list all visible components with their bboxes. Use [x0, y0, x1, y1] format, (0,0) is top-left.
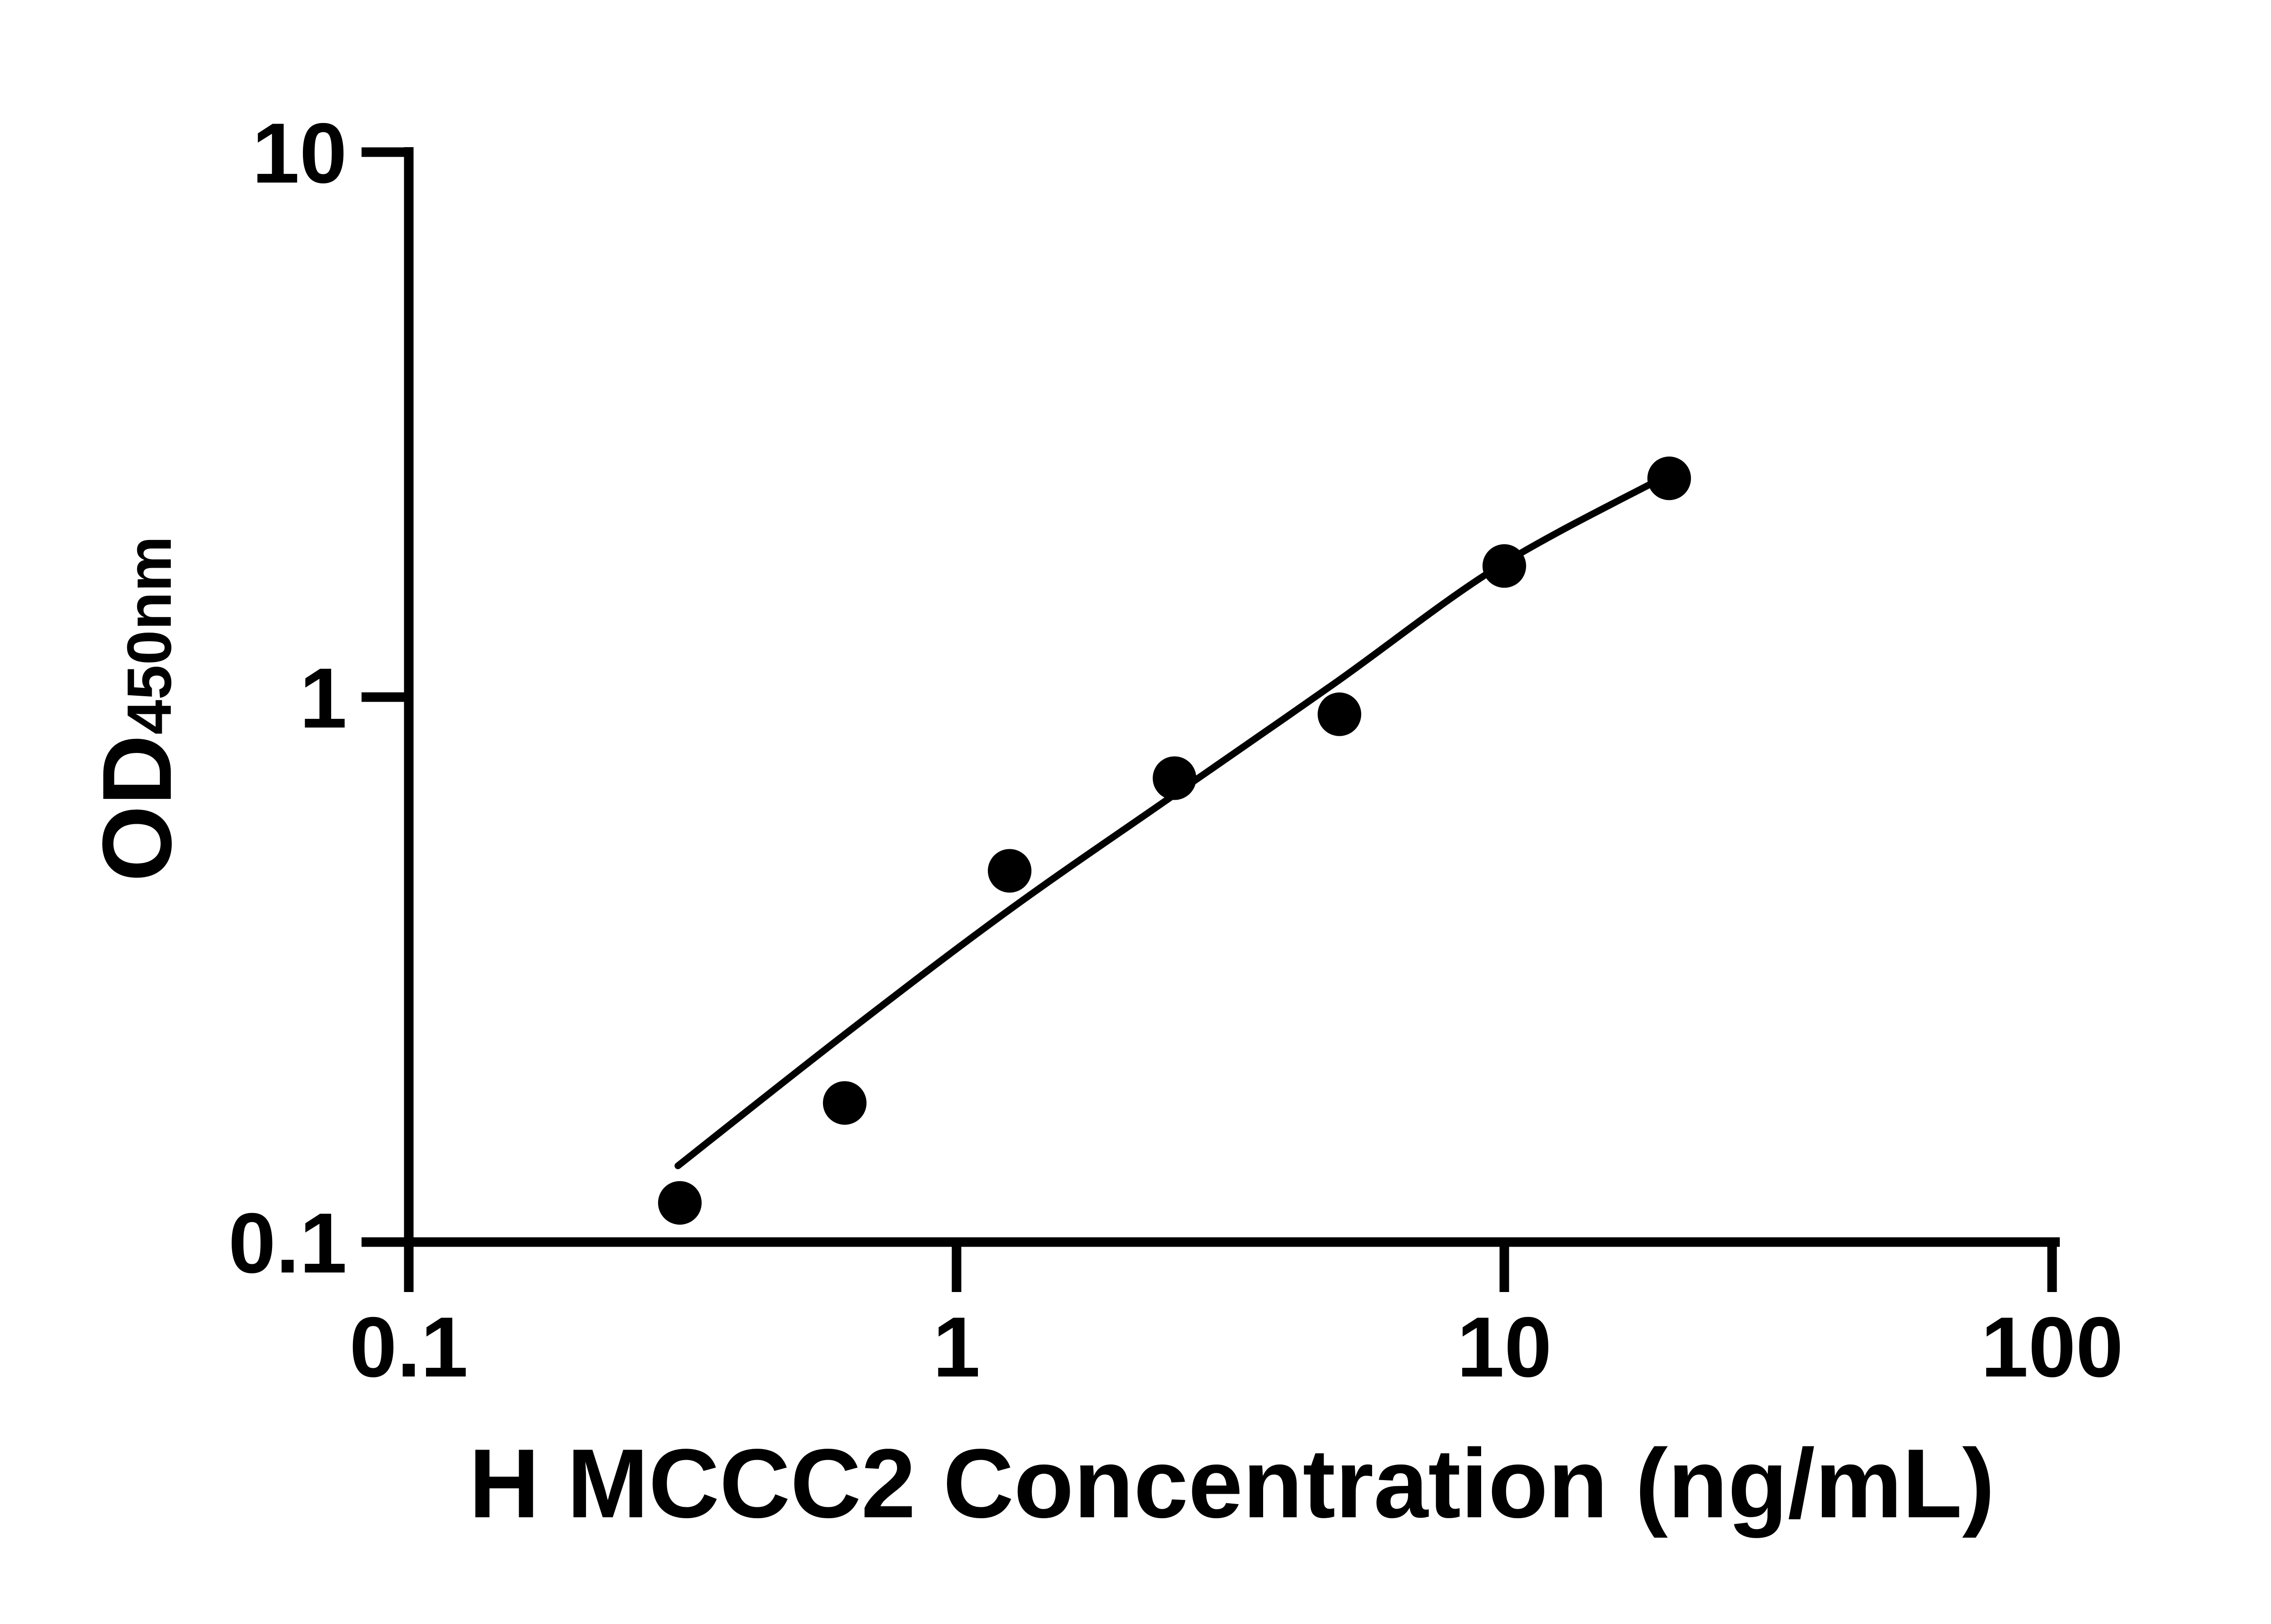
data-point — [1152, 756, 1196, 800]
data-point — [1483, 544, 1526, 588]
x-tick-label: 1 — [932, 1299, 981, 1395]
y-axis-title: OD450nm — [82, 536, 198, 881]
x-tick-label: 10 — [1457, 1299, 1552, 1395]
y-tick-label: 1 — [299, 650, 347, 746]
tick-layer — [362, 147, 2057, 1292]
y-tick-label: 10 — [252, 105, 347, 201]
x-axis-title: H MCCC2 Concentration (ng/mL) — [469, 1428, 1995, 1538]
data-point — [1318, 692, 1361, 736]
data-point — [658, 1181, 702, 1225]
x-tick-label: 0.1 — [349, 1299, 468, 1395]
data-point — [823, 1081, 867, 1125]
y-axis-title-sub: 450nm — [114, 536, 184, 735]
data-point — [1647, 456, 1691, 500]
data-point — [987, 849, 1031, 893]
x-tick-label: 100 — [1981, 1299, 2123, 1395]
y-tick-label: 0.1 — [228, 1195, 347, 1291]
axes-layer — [404, 147, 2060, 1292]
y-axis-title-main: OD — [82, 734, 192, 882]
points-layer — [658, 456, 1691, 1225]
